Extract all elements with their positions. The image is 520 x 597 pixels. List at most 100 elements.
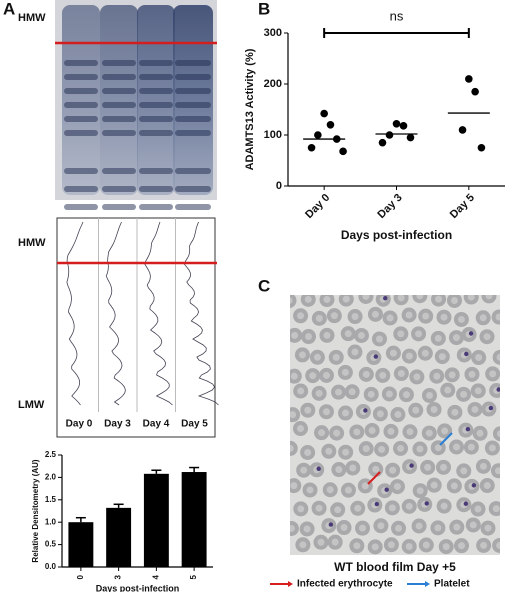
erythrocyte-center <box>405 311 413 319</box>
band <box>139 60 173 66</box>
parasite <box>464 351 469 357</box>
y-tick-label: 2.0 <box>45 473 57 482</box>
erythrocyte-center <box>405 352 413 360</box>
band <box>102 186 136 192</box>
erythrocyte-center <box>362 370 370 378</box>
y-tick-label: 300 <box>264 27 282 39</box>
legend-label: Infected erythrocyte <box>297 579 393 590</box>
erythrocyte-center <box>405 543 413 551</box>
y-tick-label: 2.5 <box>45 450 57 459</box>
erythrocyte-center <box>479 314 487 322</box>
erythrocyte-center <box>351 313 359 321</box>
erythrocyte-center <box>395 524 403 532</box>
x-tick-label: Day 0 <box>303 192 332 221</box>
erythrocyte-center <box>480 541 488 549</box>
erythrocyte-center <box>460 390 468 398</box>
erythrocyte-center <box>334 506 342 514</box>
erythrocyte-center <box>349 464 357 472</box>
erythrocyte-center <box>317 538 325 546</box>
erythrocyte-center <box>332 353 340 361</box>
erythrocyte-center <box>458 542 466 550</box>
y-tick-label: 0.5 <box>45 540 57 549</box>
erythrocyte-center <box>303 525 311 533</box>
arrow <box>367 471 381 485</box>
trace <box>183 221 219 406</box>
erythrocyte-center <box>416 295 424 300</box>
erythrocyte-center <box>387 541 395 549</box>
band <box>139 116 173 122</box>
panel-label: C <box>258 276 270 295</box>
band <box>139 186 173 192</box>
x-tick-label: 4 <box>151 574 160 579</box>
erythrocyte-center <box>341 368 349 376</box>
dens-hmw: HMW <box>18 237 46 249</box>
erythrocyte-center <box>348 388 356 396</box>
erythrocyte-center <box>375 335 383 343</box>
erythrocyte-center <box>425 429 433 437</box>
erythrocyte-center <box>496 353 500 361</box>
band <box>64 74 98 80</box>
parasite <box>373 354 379 359</box>
erythrocyte-center <box>405 502 413 510</box>
y-axis-label: Relative Densitometry (AU) <box>31 459 40 562</box>
parasite <box>374 501 380 507</box>
band <box>102 74 136 80</box>
erythrocyte-center <box>467 295 475 301</box>
erythrocyte-center <box>376 410 384 418</box>
data-point <box>385 131 394 139</box>
erythrocyte-center <box>342 448 350 456</box>
x-tick-label: 3 <box>114 574 123 579</box>
erythrocyte-center <box>434 524 442 532</box>
band <box>64 186 98 192</box>
erythrocyte-center <box>452 334 460 342</box>
erythrocyte-center <box>471 405 479 413</box>
band <box>175 168 211 174</box>
erythrocyte-center <box>495 313 500 321</box>
data-point <box>406 133 415 142</box>
erythrocyte-center <box>342 295 350 303</box>
parasite <box>328 522 334 527</box>
erythrocyte-center <box>304 295 312 303</box>
erythrocyte-center <box>397 444 405 452</box>
lane <box>173 5 213 195</box>
x-tick-label: Day 3 <box>375 192 404 221</box>
lane <box>137 5 175 195</box>
erythrocyte-center <box>322 408 330 416</box>
erythrocyte-center <box>335 466 343 474</box>
erythrocyte-center <box>483 333 491 341</box>
erythrocyte-center <box>298 351 306 359</box>
data-point <box>392 119 401 128</box>
erythrocyte-center <box>290 524 295 532</box>
erythrocyte-center <box>290 482 298 490</box>
erythrocyte-center <box>438 353 446 361</box>
y-tick-label: 0 <box>276 180 282 192</box>
erythrocyte-center <box>450 296 458 304</box>
erythrocyte-center <box>323 296 331 304</box>
densitometry-traces <box>66 218 219 412</box>
dens-lmw: LMW <box>18 399 45 411</box>
data-point <box>465 75 473 83</box>
erythrocyte-center <box>457 315 465 323</box>
erythrocyte-center <box>300 466 308 474</box>
parasite <box>424 501 429 506</box>
erythrocyte-center <box>397 330 405 338</box>
erythrocyte-center <box>425 391 433 399</box>
erythrocyte-center <box>397 370 405 378</box>
erythrocyte-center <box>379 371 387 379</box>
erythrocyte-center <box>340 524 348 532</box>
erythrocyte-center <box>304 406 312 414</box>
band <box>175 102 211 108</box>
erythrocyte-center <box>371 543 379 551</box>
erythrocyte-center <box>440 313 448 321</box>
erythrocyte-center <box>322 371 330 379</box>
erythrocyte-center <box>448 371 456 379</box>
data-point <box>307 143 316 152</box>
erythrocyte-center <box>402 391 410 399</box>
erythrocyte-center <box>296 425 304 433</box>
erythrocyte-center <box>485 295 493 300</box>
erythrocyte-center <box>358 524 366 532</box>
gel-hmw: HMW <box>18 12 46 24</box>
trace <box>66 221 84 406</box>
erythrocyte-center <box>353 428 361 436</box>
